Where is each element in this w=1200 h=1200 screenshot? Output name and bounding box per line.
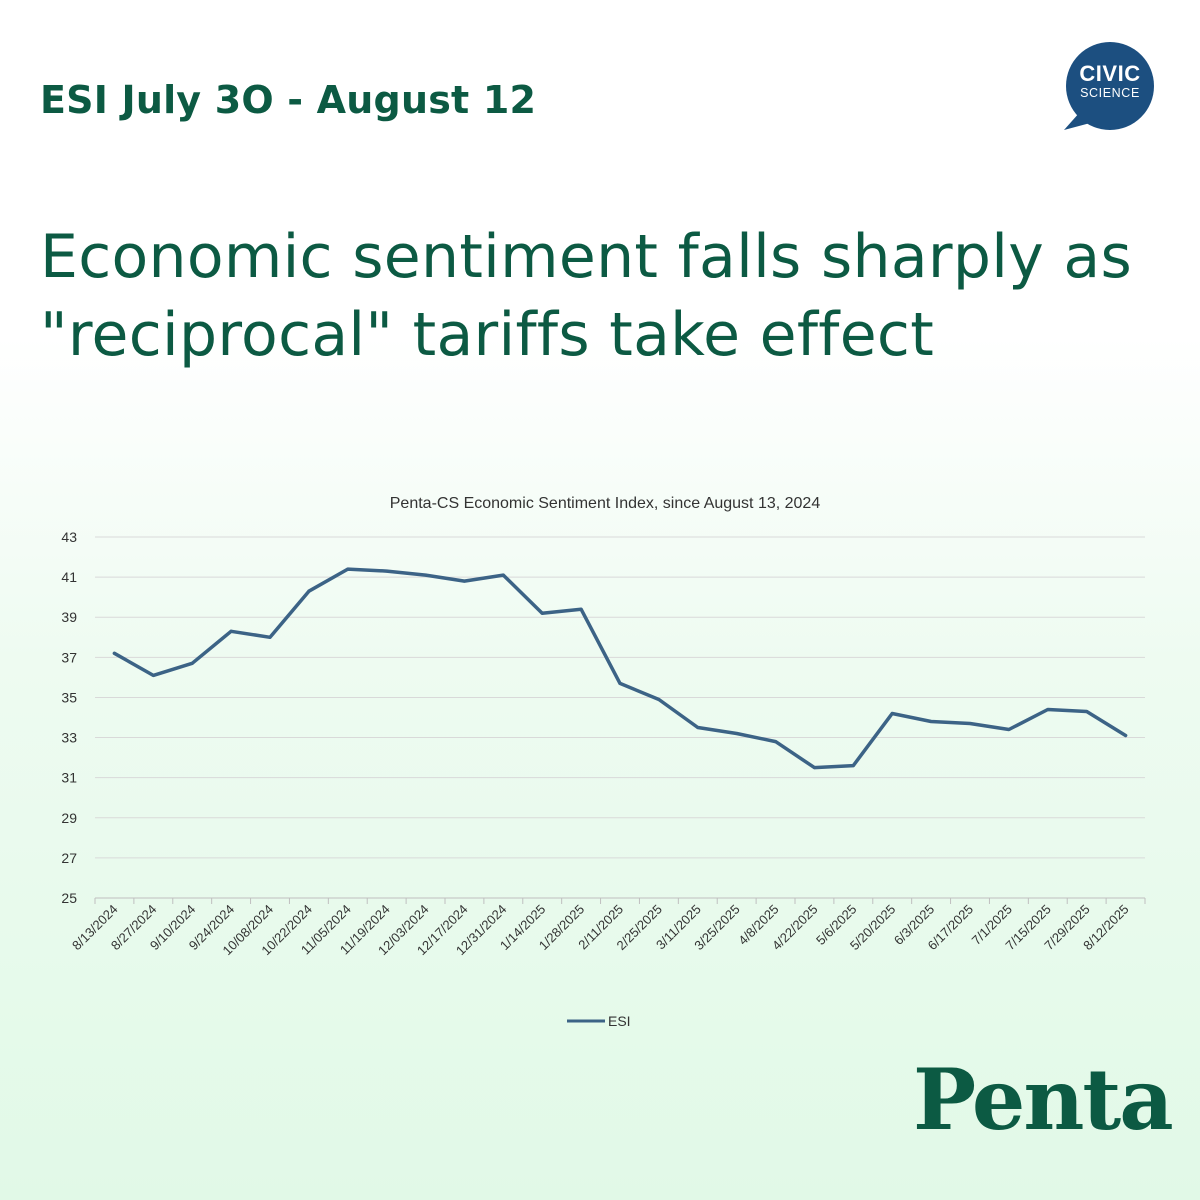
data-point	[929, 720, 933, 724]
data-point	[812, 766, 816, 770]
data-point	[774, 740, 778, 744]
y-tick-label: 29	[61, 810, 77, 826]
data-point	[540, 611, 544, 615]
data-point	[1046, 707, 1050, 711]
y-tick-label: 39	[61, 609, 77, 625]
y-tick-label: 33	[61, 730, 77, 746]
data-point	[579, 607, 583, 611]
y-axis-ticks: 43 41 39 37 35 33 31 29 27 25	[61, 529, 77, 906]
headline: Economic sentiment falls sharply as "rec…	[40, 222, 1133, 370]
data-point	[735, 732, 739, 736]
chart-gridlines	[95, 536, 1145, 899]
data-point	[462, 579, 466, 583]
data-point	[618, 681, 622, 685]
speech-bubble-icon	[1064, 42, 1154, 130]
data-point	[346, 567, 350, 571]
y-tick-label: 41	[61, 569, 77, 585]
civic-logo-line1: CIVIC	[1079, 61, 1141, 86]
date-range-heading: ESI July 3O - August 12	[40, 78, 537, 122]
data-point	[968, 722, 972, 726]
chart-legend: ESI	[567, 1013, 631, 1029]
y-tick-label: 31	[61, 770, 77, 786]
data-point	[424, 573, 428, 577]
data-point	[657, 697, 661, 701]
chart-title: Penta-CS Economic Sentiment Index, since…	[390, 495, 821, 512]
civic-logo-line2: SCIENCE	[1080, 86, 1140, 100]
x-axis-ticks: 8/13/20248/27/20249/10/20249/24/202410/0…	[69, 898, 1146, 958]
data-point	[229, 629, 233, 633]
y-tick-label: 27	[61, 850, 77, 866]
data-point	[501, 573, 505, 577]
data-point	[1085, 709, 1089, 713]
y-tick-label: 43	[61, 529, 77, 545]
data-point	[307, 589, 311, 593]
chart-series	[112, 567, 1128, 770]
data-point	[1007, 728, 1011, 732]
civicscience-logo: CIVIC SCIENCE	[1060, 40, 1170, 140]
data-point	[890, 711, 894, 715]
data-point	[112, 651, 116, 655]
data-point	[268, 635, 272, 639]
esi-line-chart: Penta-CS Economic Sentiment Index, since…	[61, 495, 1146, 1029]
data-point	[385, 569, 389, 573]
data-point	[696, 726, 700, 730]
data-point	[190, 661, 194, 665]
y-tick-label: 37	[61, 649, 77, 665]
data-point	[151, 673, 155, 677]
y-tick-label: 25	[61, 890, 77, 906]
data-point	[1124, 734, 1128, 738]
data-point	[851, 764, 855, 768]
penta-logo: Penta	[913, 1050, 1174, 1149]
y-tick-label: 35	[61, 689, 77, 705]
legend-label-esi: ESI	[608, 1013, 631, 1029]
